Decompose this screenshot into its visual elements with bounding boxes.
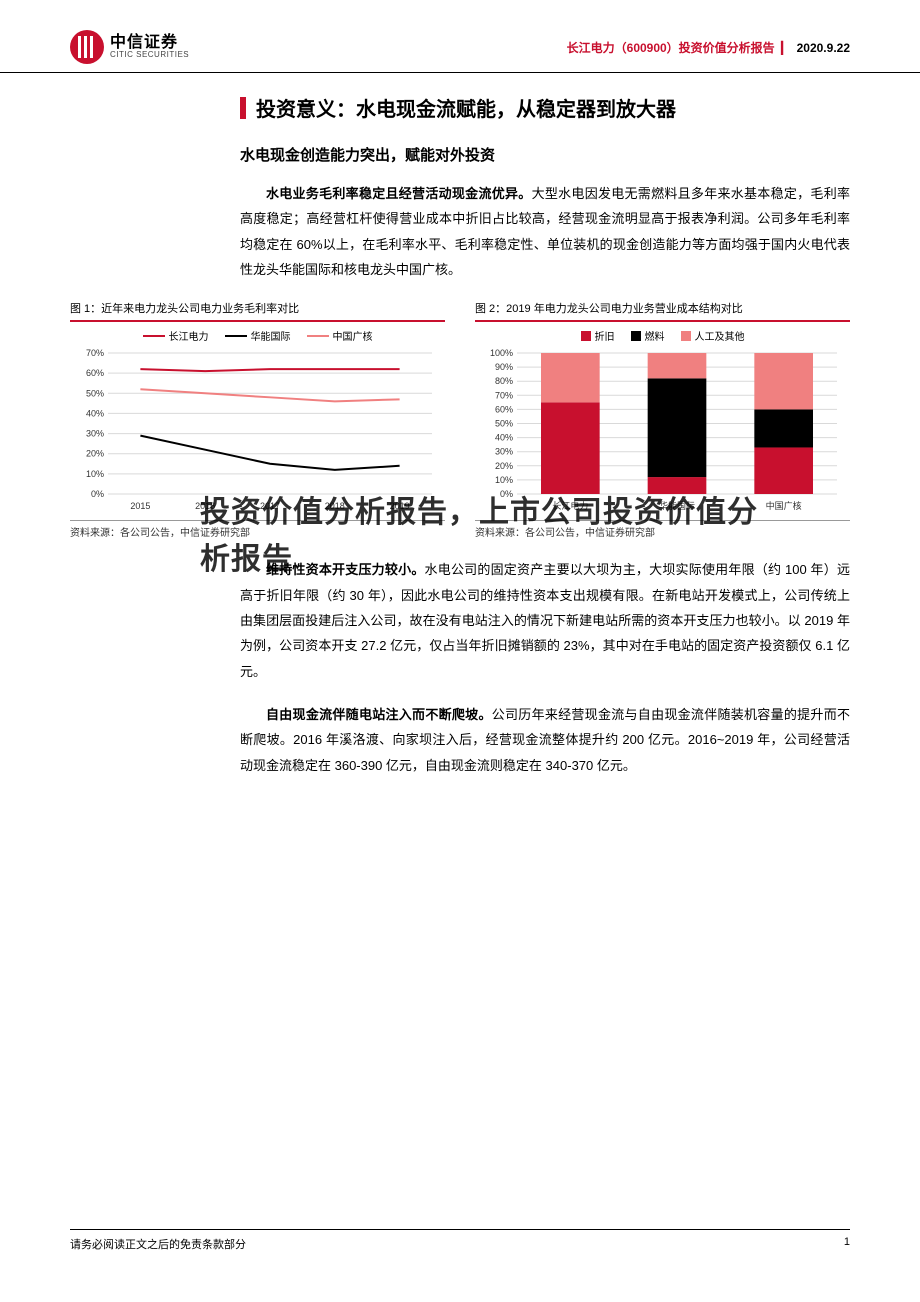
- para2-body: 水电公司的固定资产主要以大坝为主，大坝实际使用年限（约 100 年）远高于折旧年…: [240, 562, 850, 678]
- svg-text:2019: 2019: [390, 501, 410, 511]
- svg-text:10%: 10%: [86, 469, 104, 479]
- footer-disclaimer: 请务必阅读正文之后的免责条款部分: [70, 1236, 246, 1252]
- svg-text:中国广核: 中国广核: [766, 500, 802, 511]
- logo-icon: [70, 30, 104, 64]
- title-bar-icon: [240, 97, 246, 119]
- logo-text-cn: 中信证券: [110, 35, 189, 51]
- svg-text:80%: 80%: [495, 377, 513, 387]
- svg-text:40%: 40%: [86, 409, 104, 419]
- svg-text:70%: 70%: [86, 349, 104, 358]
- paragraph-3: 自由现金流伴随电站注入而不断爬坡。公司历年来经营现金流与自由现金流伴随装机容量的…: [240, 702, 850, 778]
- charts-row: 图 1：近年来电力龙头公司电力业务毛利率对比 长江电力 华能国际 中国广核 0%…: [0, 300, 920, 539]
- paragraph-1: 水电业务毛利率稳定且经营活动现金流优异。大型水电因发电无需燃料且多年来水基本稳定…: [240, 181, 850, 282]
- svg-text:0%: 0%: [91, 489, 104, 499]
- svg-text:40%: 40%: [495, 433, 513, 443]
- para1-lead: 水电业务毛利率稳定且经营活动现金流优异。: [266, 186, 532, 201]
- page-header: 中信证券 CITIC SECURITIES 长江电力（600900）投资价值分析…: [0, 0, 920, 73]
- legend-square-icon: [581, 331, 591, 341]
- sub-title: 水电现金创造能力突出，赋能对外投资: [240, 144, 850, 165]
- page-footer: 请务必阅读正文之后的免责条款部分 1: [70, 1229, 850, 1252]
- chart1-column: 图 1：近年来电力龙头公司电力业务毛利率对比 长江电力 华能国际 中国广核 0%…: [70, 300, 445, 539]
- svg-text:50%: 50%: [86, 389, 104, 399]
- report-name: 长江电力（600900）投资价值分析报告: [567, 41, 775, 55]
- svg-text:30%: 30%: [86, 429, 104, 439]
- svg-text:60%: 60%: [495, 405, 513, 415]
- svg-text:70%: 70%: [495, 391, 513, 401]
- chart1-source: 资料来源：各公司公告，中信证券研究部: [70, 520, 445, 539]
- svg-text:50%: 50%: [495, 419, 513, 429]
- paragraph-2: 维持性资本开支压力较小。水电公司的固定资产主要以大坝为主，大坝实际使用年限（约 …: [240, 557, 850, 684]
- chart2-svg: 0% 10% 20% 30% 40% 50% 60% 70% 80% 90% 100% 长江电力 华能国…: [475, 349, 845, 514]
- chart2-box: 折旧 燃料 人工及其他 0% 10% 20% 30% 40% 50% 60% 70% 80% 90…: [475, 328, 850, 518]
- legend-line-icon: [225, 335, 247, 337]
- svg-text:长江电力: 长江电力: [552, 500, 588, 511]
- chart1-svg: 0% 10% 20% 30% 40% 50% 60% 70% 2015 2016 2017 2018 2…: [70, 349, 440, 514]
- section-title-text: 投资意义：水电现金流赋能，从稳定器到放大器: [256, 93, 676, 122]
- legend-line-icon: [143, 335, 165, 337]
- svg-text:60%: 60%: [86, 369, 104, 379]
- report-date: 2020.9.22: [797, 41, 850, 55]
- svg-text:2015: 2015: [130, 501, 150, 511]
- svg-text:20%: 20%: [495, 461, 513, 471]
- svg-text:10%: 10%: [495, 475, 513, 485]
- logo-text-en: CITIC SECURITIES: [110, 51, 189, 59]
- svg-text:2017: 2017: [260, 501, 280, 511]
- footer-page: 1: [844, 1236, 850, 1252]
- legend-square-icon: [681, 331, 691, 341]
- chart2-legend: 折旧 燃料 人工及其他: [475, 328, 850, 343]
- svg-text:100%: 100%: [490, 349, 513, 358]
- svg-text:2016: 2016: [195, 501, 215, 511]
- svg-text:20%: 20%: [86, 449, 104, 459]
- section-title: 投资意义：水电现金流赋能，从稳定器到放大器: [240, 93, 850, 122]
- chart2-caption: 图 2：2019 年电力龙头公司电力业务营业成本结构对比: [475, 300, 850, 322]
- svg-text:0%: 0%: [500, 489, 513, 499]
- para3-lead: 自由现金流伴随电站注入而不断爬坡。: [266, 707, 492, 722]
- legend-square-icon: [631, 331, 641, 341]
- svg-text:30%: 30%: [495, 447, 513, 457]
- chart2-column: 图 2：2019 年电力龙头公司电力业务营业成本结构对比 折旧 燃料 人工及其他…: [475, 300, 850, 539]
- para2-lead: 维持性资本开支压力较小。: [266, 562, 425, 577]
- chart1-box: 长江电力 华能国际 中国广核 0% 10% 20% 30% 40% 50% 60% 70% 20…: [70, 328, 445, 518]
- header-meta: 长江电力（600900）投资价值分析报告 ▎ 2020.9.22: [567, 39, 850, 56]
- chart1-legend: 长江电力 华能国际 中国广核: [70, 328, 445, 343]
- chart1-caption: 图 1：近年来电力龙头公司电力业务毛利率对比: [70, 300, 445, 322]
- logo: 中信证券 CITIC SECURITIES: [70, 30, 189, 64]
- svg-text:2018: 2018: [325, 501, 345, 511]
- svg-text:华能国际: 华能国际: [659, 500, 695, 511]
- svg-text:90%: 90%: [495, 362, 513, 372]
- chart2-source: 资料来源：各公司公告，中信证券研究部: [475, 520, 850, 539]
- legend-line-icon: [307, 335, 329, 337]
